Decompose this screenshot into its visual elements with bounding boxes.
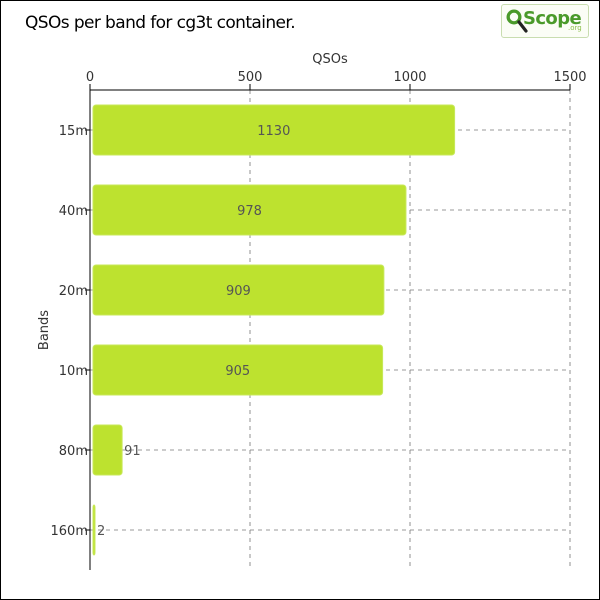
bar-20m: [92, 264, 385, 316]
bar-80m: [92, 424, 123, 476]
y-axis-title: Bands: [37, 310, 52, 350]
x-tick-label: 0: [86, 70, 94, 85]
data-label-15m: 1130: [257, 124, 290, 139]
bar-15m: [92, 104, 456, 156]
chart-title: QSOs per band for cg3t container.: [25, 13, 296, 33]
bar-160m: [92, 504, 96, 556]
bar-40m: [92, 184, 407, 236]
axes: [89, 89, 570, 570]
logo-text: Scope: [523, 8, 582, 29]
ticks: 0 500 1000 1500 15m 40m 20m 10m 80m 160m: [51, 70, 587, 539]
x-tick-label: 500: [238, 70, 263, 85]
magnifier-icon: [506, 9, 528, 33]
data-label-40m: 978: [237, 204, 262, 219]
y-tick-label: 160m: [51, 524, 88, 539]
data-label-80m: 91: [124, 444, 141, 459]
x-axis-title: QSOs: [312, 52, 348, 67]
data-labels: 1130 978 909 905 91 2: [97, 124, 290, 539]
x-tick-label: 1500: [553, 70, 586, 85]
data-label-160m: 2: [97, 524, 105, 539]
data-label-10m: 905: [225, 364, 250, 379]
y-tick-label: 80m: [59, 444, 88, 459]
y-tick-label: 10m: [59, 364, 88, 379]
bars: [92, 104, 456, 556]
y-tick-label: 40m: [59, 204, 88, 219]
bar-10m: [92, 344, 384, 396]
qscope-logo: Scope .org: [501, 4, 589, 38]
data-label-20m: 909: [226, 284, 251, 299]
logo-suffix: .org: [568, 24, 582, 32]
y-tick-label: 15m: [59, 124, 88, 139]
x-tick-label: 1000: [393, 70, 426, 85]
y-tick-label: 20m: [59, 284, 88, 299]
grid-lines: [90, 90, 571, 570]
